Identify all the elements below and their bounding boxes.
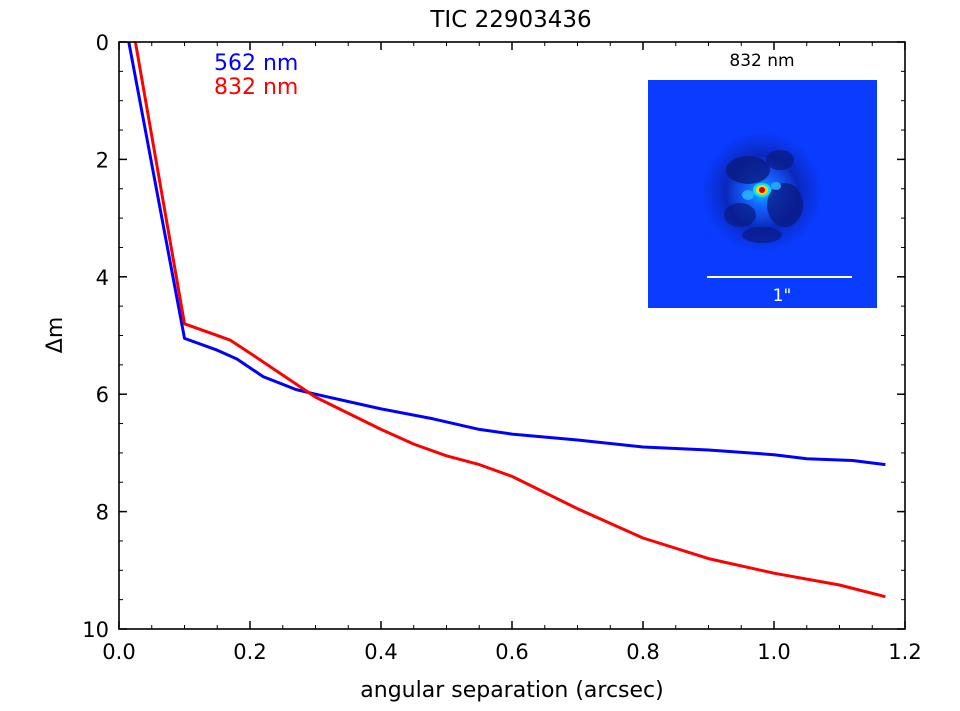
series-line-562-nm [127, 41, 886, 467]
legend: 562 nm 832 nm [214, 51, 298, 100]
y-tick-label: 4 [96, 266, 109, 290]
x-tick-label: 1.0 [757, 640, 790, 664]
y-tick-label: 6 [96, 383, 109, 407]
inset-title: 832 nm [729, 51, 794, 71]
x-tick-label: 0.8 [626, 640, 659, 664]
y-tick-label: 2 [96, 148, 109, 172]
x-axis-label: angular separation (arcsec) [360, 678, 663, 703]
x-tick-label: 0.4 [364, 640, 397, 664]
y-tick-label: 10 [82, 618, 109, 642]
y-axis-label: Δm [43, 317, 68, 353]
x-tick-label: 1.2 [888, 640, 921, 664]
tick-layer: 0.0 0.2 0.4 0.6 0.8 1.0 1.2 0 2 4 6 8 10 [82, 31, 921, 664]
star-core [753, 183, 771, 197]
x-tick-label: 0.2 [233, 640, 266, 664]
legend-entry-562: 562 nm [214, 51, 298, 76]
series-line-832-nm [133, 41, 886, 599]
inset-scale-label: 1" [773, 286, 792, 306]
x-tick-label: 0.6 [495, 640, 528, 664]
x-tick-label: 0.0 [102, 640, 135, 664]
legend-entry-832: 832 nm [214, 75, 298, 100]
inset-image: 832 nm 1" [648, 51, 877, 308]
chart-title: TIC 22903436 [429, 7, 591, 33]
series-layer [127, 41, 886, 599]
y-tick-label: 8 [96, 501, 109, 525]
y-tick-label: 0 [96, 31, 109, 55]
